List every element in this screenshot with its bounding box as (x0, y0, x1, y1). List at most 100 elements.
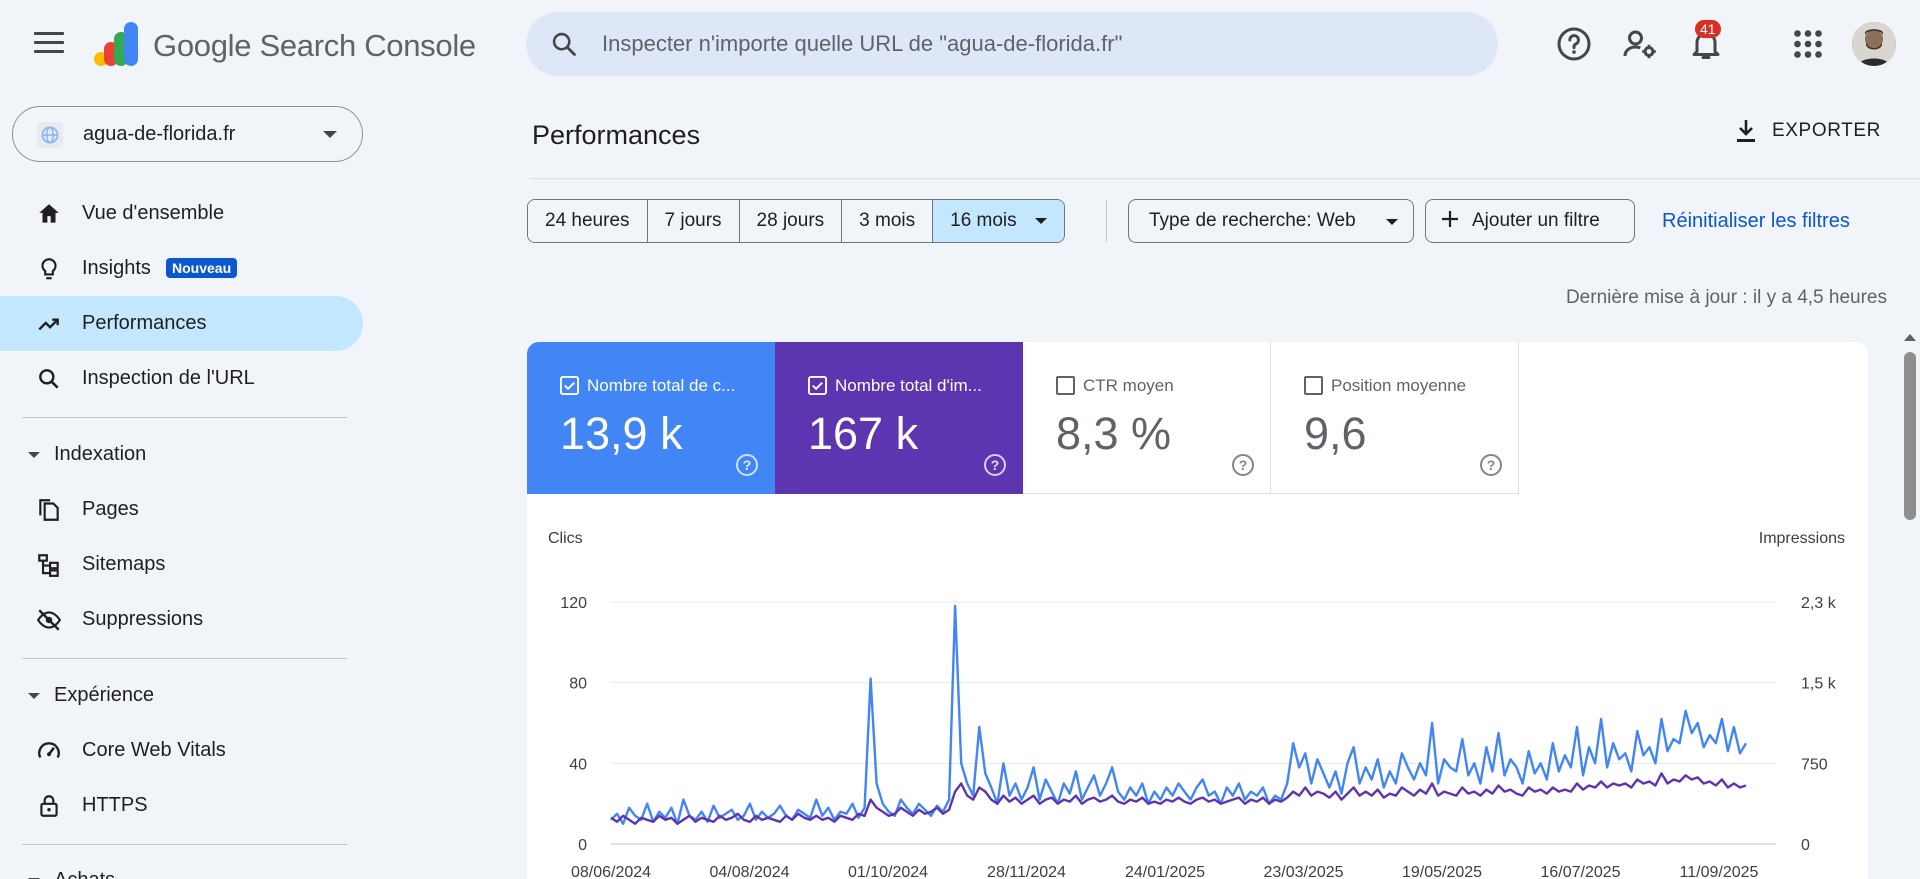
collapse-triangle-icon (28, 451, 40, 458)
help-icon[interactable]: ? (984, 454, 1006, 476)
sidebar-divider (22, 658, 347, 659)
add-filter-button[interactable]: Ajouter un filtre (1425, 199, 1635, 243)
sidebar-item-removals[interactable]: Suppressions (0, 592, 363, 647)
scrollbar-thumb[interactable] (1904, 352, 1916, 520)
left-tick-label: 0 (578, 837, 587, 854)
metric-label: Nombre total de c... (587, 376, 736, 395)
help-icon[interactable]: ? (736, 454, 758, 476)
account-avatar[interactable] (1852, 22, 1896, 66)
sidebar-item-label: Sitemaps (82, 553, 166, 575)
help-icon[interactable]: ? (1480, 454, 1502, 476)
search-icon (39, 369, 59, 389)
metric-average-position[interactable]: Position moyenne 9,6 ? (1271, 342, 1519, 494)
sidebar-item-label: Performances (82, 312, 207, 334)
performance-card: Nombre total de c... 13,9 k ? Nombre tot… (527, 342, 1868, 879)
app-brand: Google Search Console (153, 28, 476, 63)
sidebar-item-pages[interactable]: Pages (0, 482, 363, 537)
page-title: Performances (532, 120, 701, 150)
manage-users-icon[interactable] (1622, 26, 1658, 62)
range-24h[interactable]: 24 heures (528, 200, 648, 242)
range-7d[interactable]: 7 jours (647, 200, 740, 242)
sidebar-item-performance[interactable]: Performances (0, 296, 363, 351)
range-28d[interactable]: 28 jours (739, 200, 843, 242)
metric-average-ctr[interactable]: CTR moyen 8,3 % ? (1023, 342, 1271, 494)
reset-filters-link[interactable]: Réinitialiser les filtres (1662, 210, 1850, 232)
main-menu-icon[interactable] (34, 32, 64, 56)
x-tick-label: 04/08/2024 (709, 864, 789, 879)
x-tick-label: 28/11/2024 (987, 864, 1066, 879)
page-scrollbar[interactable] (1900, 330, 1920, 879)
metric-value: 8,3 % (1056, 408, 1172, 459)
search-type-label: Type de recherche: Web (1149, 210, 1356, 231)
last-update-text: Dernière mise à jour : il y a 4,5 heures (1565, 287, 1887, 308)
lightbulb-icon (41, 258, 57, 280)
sidebar-section-indexing[interactable]: Indexation (28, 443, 146, 466)
section-label: Indexation (54, 443, 147, 465)
date-range-selector: 24 heures 7 jours 28 jours 3 mois 16 moi… (527, 199, 1065, 243)
x-tick-label: 01/10/2024 (848, 864, 928, 879)
sidebar-item-core-web-vitals[interactable]: Core Web Vitals (0, 723, 363, 778)
sidebar-section-experience[interactable]: Expérience (28, 684, 154, 707)
clicks-series-line (610, 604, 1748, 825)
sidebar-item-label: Pages (82, 498, 139, 520)
export-button[interactable]: EXPORTER (1734, 118, 1881, 144)
sidebar-item-insights[interactable]: Insights Nouveau (0, 241, 363, 296)
range-3m[interactable]: 3 mois (842, 200, 934, 242)
home-icon (39, 204, 59, 223)
right-tick-label: 1,5 k (1801, 676, 1837, 693)
search-input[interactable] (602, 12, 1462, 76)
metric-total-impressions[interactable]: Nombre total d'im... 167 k ? (775, 342, 1023, 494)
chevron-down-icon (323, 131, 337, 138)
sidebar-item-overview[interactable]: Vue d'ensemble (0, 186, 363, 241)
sidebar-item-label: Suppressions (82, 608, 204, 630)
pages-icon (39, 499, 59, 521)
chevron-down-icon (1386, 219, 1398, 225)
sidebar-item-label: Vue d'ensemble (82, 202, 225, 224)
collapse-triangle-icon (28, 877, 40, 879)
range-16m[interactable]: 16 mois (933, 200, 1064, 242)
metric-label: Nombre total d'im... (835, 376, 982, 395)
metric-value: 167 k (808, 408, 919, 459)
checkbox-unchecked-icon (1056, 376, 1075, 395)
x-tick-label: 08/06/2024 (571, 864, 651, 879)
left-tick-label: 120 (560, 595, 587, 612)
lock-icon (40, 795, 58, 817)
url-inspect-search[interactable] (526, 12, 1498, 76)
left-axis-title: Clics (548, 530, 583, 547)
help-icon[interactable] (1556, 26, 1592, 62)
filter-separator (1106, 200, 1107, 242)
trending-up-icon (38, 318, 59, 331)
speed-gauge-icon (38, 742, 60, 759)
sidebar-item-label: HTTPS (82, 794, 148, 816)
help-icon[interactable]: ? (1232, 454, 1254, 476)
checkbox-checked-icon (808, 376, 827, 395)
right-axis-title: Impressions (1759, 530, 1845, 547)
add-filter-label: Ajouter un filtre (1472, 210, 1600, 231)
notification-count-badge: 41 (1695, 20, 1721, 38)
x-tick-label: 24/01/2025 (1125, 864, 1205, 879)
metric-value: 9,6 (1304, 408, 1367, 459)
metric-total-clicks[interactable]: Nombre total de c... 13,9 k ? (527, 342, 775, 494)
section-label: Achats (54, 869, 115, 879)
right-tick-label: 750 (1801, 756, 1828, 773)
search-type-filter[interactable]: Type de recherche: Web (1128, 199, 1414, 243)
left-tick-label: 80 (569, 676, 587, 693)
sidebar-item-https[interactable]: HTTPS (0, 778, 363, 833)
scroll-up-arrow-icon[interactable] (1904, 334, 1916, 341)
metric-label: CTR moyen (1083, 376, 1174, 395)
apps-grid-icon[interactable] (1790, 26, 1826, 62)
property-selector[interactable]: agua-de-florida.fr (12, 106, 363, 162)
range-label: 16 mois (950, 210, 1017, 231)
sidebar-item-sitemaps[interactable]: Sitemaps (0, 537, 363, 592)
sidebar-section-shopping[interactable]: Achats (28, 869, 115, 879)
right-tick-label: 2,3 k (1801, 595, 1837, 612)
plus-icon (1442, 211, 1458, 228)
performance-line-chart: Clics Impressions 0 0 40 750 80 1,5 k 120 2,3 k 08… (548, 530, 1845, 879)
sidebar-item-url-inspection[interactable]: Inspection de l'URL (0, 351, 363, 406)
chevron-down-icon (1034, 217, 1047, 224)
right-tick-label: 0 (1801, 837, 1810, 854)
download-icon (1737, 120, 1755, 142)
header-divider (530, 178, 1920, 179)
sidebar-item-label: Inspection de l'URL (82, 367, 255, 389)
search-console-logo-icon (94, 22, 138, 66)
